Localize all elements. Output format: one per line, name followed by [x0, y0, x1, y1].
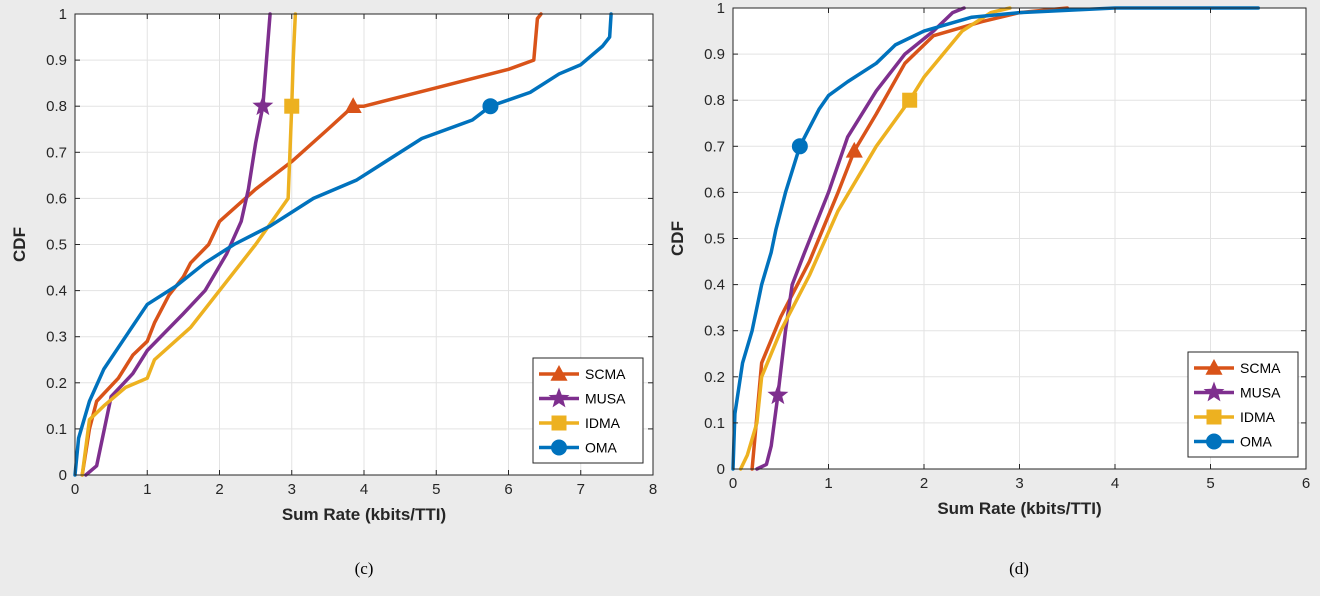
- series-marker-musa: [767, 384, 789, 405]
- series-line-musa: [84, 12, 272, 477]
- x-tick-label: 8: [649, 481, 657, 498]
- series-marker-musa: [252, 95, 274, 116]
- chart-panel-d: 0 1 2 3 4 5 6 0 0.1 0.2 0.3 0.4 0.5 0.6 0.7 0.8 0.9 1 Sum …: [668, 0, 1310, 578]
- legend-marker-idma: [1206, 409, 1222, 425]
- series-line-scma: [750, 6, 1069, 471]
- series-line-scma: [80, 12, 543, 477]
- x-tick-label: 1: [143, 481, 151, 498]
- legend-label-oma: OMA: [1240, 434, 1273, 450]
- x-tick-label: 7: [577, 481, 585, 498]
- series-marker-idma: [902, 92, 918, 108]
- series-line-idma: [738, 6, 1012, 471]
- legend-label-oma: OMA: [585, 440, 618, 456]
- chart-caption: (c): [355, 559, 374, 578]
- legend-marker-oma: [1206, 433, 1222, 450]
- x-tick-label: 5: [1206, 475, 1214, 492]
- y-tick-label: 0.8: [704, 92, 725, 109]
- x-tick-label: 4: [360, 481, 368, 498]
- x-tick-label: 5: [432, 481, 440, 498]
- y-tick-label: 0.2: [46, 375, 67, 392]
- y-tick-label: 0.7: [46, 144, 67, 161]
- legend-marker-scma: [1205, 359, 1223, 375]
- y-tick-label: 0.3: [46, 329, 67, 346]
- legend: SCMA MUSA IDMA OMA: [1187, 351, 1299, 458]
- legend-marker-oma: [551, 439, 567, 456]
- y-tick-label: 0.9: [46, 52, 67, 69]
- y-tick-label: 0.6: [704, 184, 725, 201]
- y-tick-label: 0.6: [46, 190, 67, 207]
- x-tick-label: 2: [215, 481, 223, 498]
- y-axis-label: CDF: [668, 221, 687, 256]
- legend: SCMA MUSA IDMA OMA: [532, 357, 644, 464]
- series-marker-oma: [482, 98, 499, 115]
- y-tick-label: 0.1: [704, 415, 725, 432]
- x-axis-label: Sum Rate (kbits/TTI): [282, 505, 446, 524]
- x-tick-label: 1: [824, 475, 832, 492]
- legend-label-scma: SCMA: [585, 366, 626, 382]
- legend-marker-musa: [1203, 381, 1225, 402]
- x-tick-label: 6: [504, 481, 512, 498]
- legend-marker-scma: [550, 365, 568, 381]
- series-marker-scma: [845, 141, 863, 158]
- y-tick-label: 0.8: [46, 98, 67, 115]
- y-tick-label: 0.3: [704, 323, 725, 340]
- y-tick-label: 1: [717, 0, 725, 17]
- x-tick-label: 4: [1111, 475, 1119, 492]
- x-tick-label: 3: [288, 481, 296, 498]
- y-tick-label: 0.2: [704, 369, 725, 386]
- x-tick-label: 0: [71, 481, 79, 498]
- y-tick-label: 0.4: [46, 283, 67, 300]
- x-tick-label: 6: [1302, 475, 1310, 492]
- y-tick-label: 0.1: [46, 421, 67, 438]
- y-tick-label: 0.4: [704, 277, 725, 294]
- legend-label-musa: MUSA: [1240, 385, 1281, 401]
- y-axis-label: CDF: [10, 227, 29, 262]
- y-tick-label: 1: [59, 6, 67, 23]
- series-line-oma: [731, 6, 1260, 471]
- legend-label-musa: MUSA: [585, 391, 626, 407]
- legend-label-idma: IDMA: [585, 415, 621, 431]
- series-line-oma: [73, 12, 613, 477]
- y-tick-label: 0.5: [46, 237, 67, 254]
- y-tick-label: 0.7: [704, 138, 725, 155]
- legend-label-idma: IDMA: [1240, 409, 1276, 425]
- x-axis-label: Sum Rate (kbits/TTI): [937, 499, 1101, 518]
- x-tick-label: 3: [1015, 475, 1023, 492]
- legend-marker-musa: [548, 387, 570, 408]
- chart-panel-c: 0 1 2 3 4 5 6 7 8 0 0.1 0.2 0.3 0.4 0.5 0.6 0.7 0.8 0.9 1 Su…: [10, 6, 657, 578]
- y-tick-label: 0.9: [704, 46, 725, 63]
- y-tick-label: 0.5: [704, 231, 725, 248]
- legend-marker-idma: [551, 415, 567, 431]
- series-marker-scma: [344, 97, 362, 113]
- x-tick-label: 0: [729, 475, 737, 492]
- y-tick-label: 0: [59, 467, 67, 484]
- x-tick-label: 2: [920, 475, 928, 492]
- series-marker-oma: [791, 138, 808, 155]
- series-marker-idma: [284, 98, 300, 114]
- chart-caption: (d): [1009, 559, 1029, 578]
- y-tick-label: 0: [717, 461, 725, 478]
- series-line-musa: [755, 6, 966, 471]
- legend-label-scma: SCMA: [1240, 360, 1281, 376]
